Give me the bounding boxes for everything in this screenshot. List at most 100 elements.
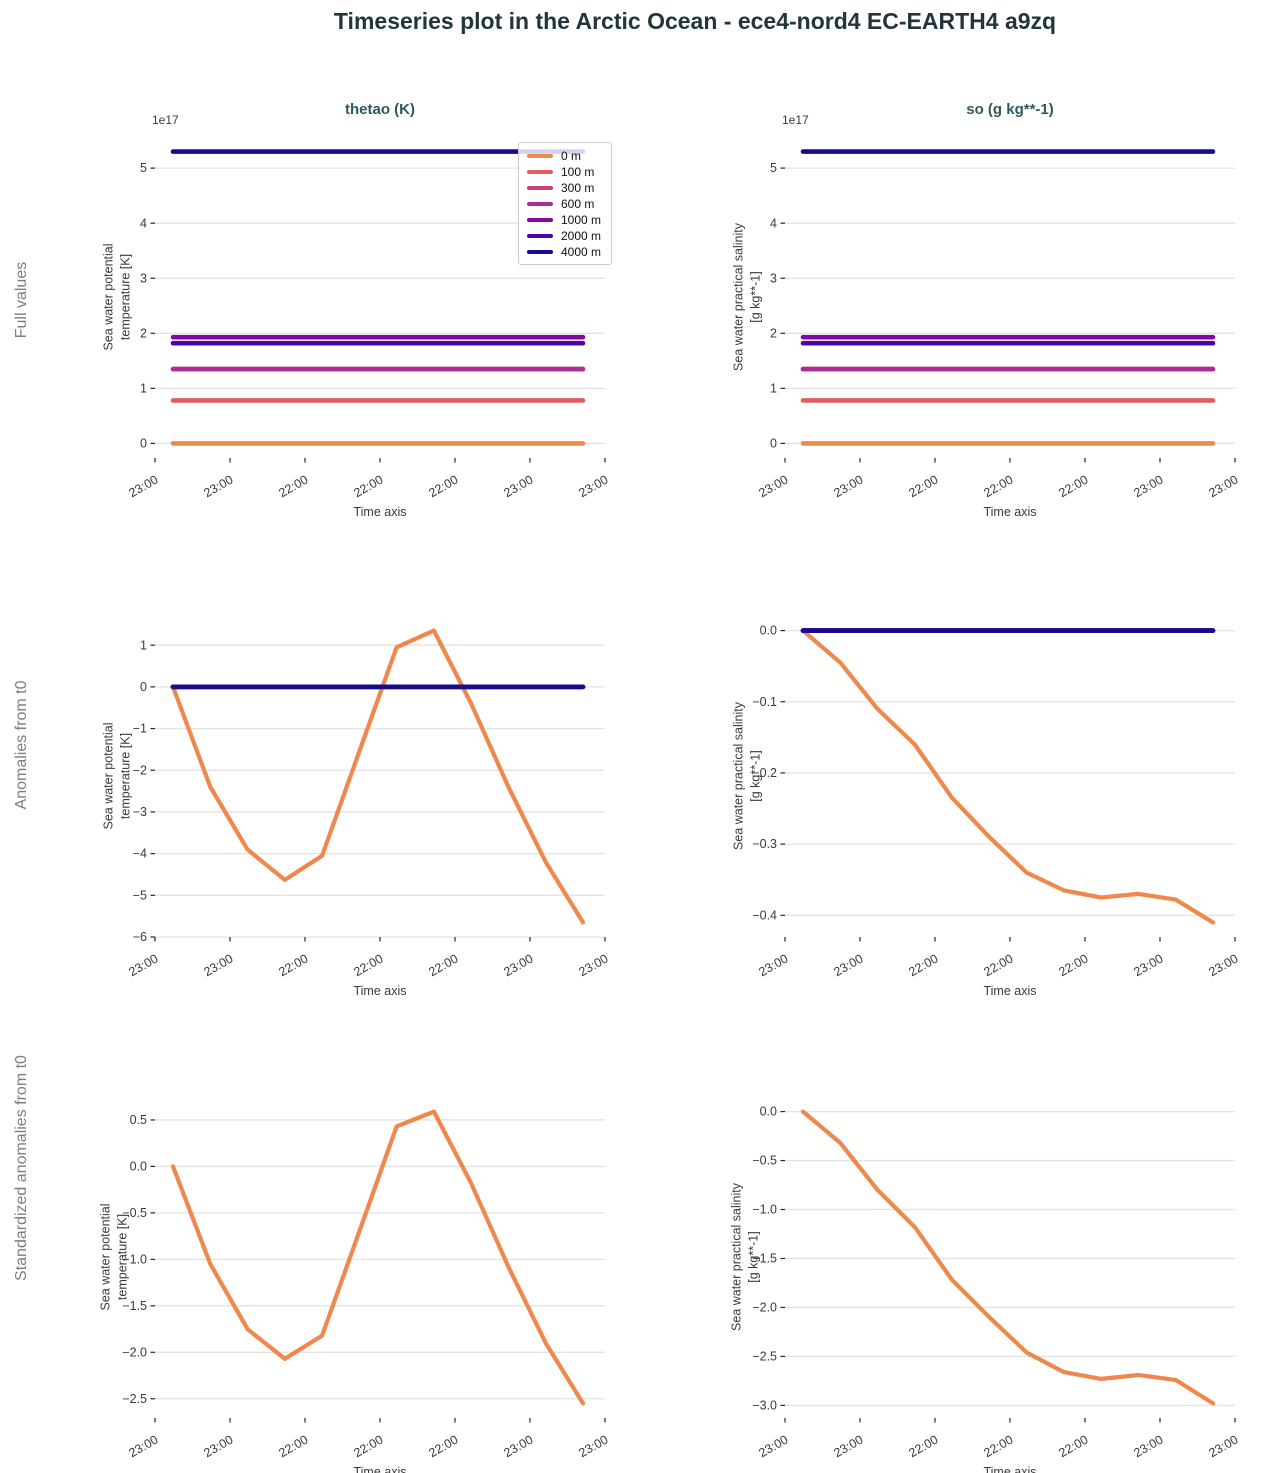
legend-item: 600 m [527,196,601,211]
x-tick-label: 22:00 [351,472,385,500]
y-tick-label: −2 [133,763,147,777]
y-tick-label: −1.5 [122,1299,147,1313]
x-tick-label: 23:00 [1131,951,1165,979]
y-tick-label: −0.5 [752,1154,777,1168]
column-title-thetao: thetao (K) [345,101,415,118]
x-axis-label: Time axis [983,1465,1036,1473]
y-tick-label: −0.5 [122,1206,147,1220]
legend-label: 1000 m [561,212,602,227]
y-tick-label: 0 [770,437,777,451]
x-tick-label: 22:00 [1056,1432,1090,1460]
x-tick-label: 23:00 [1206,1432,1240,1460]
y-tick-label: 0.5 [130,1113,147,1127]
row-label-standardized-anomalies: Standardized anomalies from t0 [13,1055,30,1281]
x-tick-label: 22:00 [276,1432,310,1460]
y-tick-label: 3 [140,271,147,285]
x-tick-label: 22:00 [426,472,460,500]
legend-label: 600 m [561,196,595,211]
y-tick-label: −5 [133,888,147,902]
legend-item: 4000 m [527,245,601,259]
x-tick-label: 23:00 [126,1432,160,1460]
x-tick-label: 23:00 [831,1432,865,1460]
legend-item: 100 m [527,164,601,179]
series-line-0m [170,1109,586,1406]
x-axis-label: Time axis [983,984,1036,998]
y-tick-label: −6 [133,930,147,944]
x-tick-label: 22:00 [981,951,1015,979]
x-tick-label: 23:00 [756,1432,790,1460]
y-tick-label: −3 [133,805,147,819]
y-tick-label: −2.0 [752,1301,777,1315]
x-tick-label: 23:00 [201,1432,235,1460]
legend-line-swatch [527,217,553,222]
legend-line-swatch [527,185,553,190]
y-tick-label: −0.3 [752,837,777,851]
series-line-0m [800,628,1216,925]
y-tick-label: 4 [770,216,777,230]
y-tick-label: −1 [133,722,147,736]
y-tick-label: −0.4 [752,908,777,922]
x-tick-label: 22:00 [906,472,940,500]
x-tick-label: 23:00 [1131,1432,1165,1460]
x-axis-label: Time axis [983,505,1036,519]
y-tick-label: 5 [770,161,777,175]
y-tick-label: 2 [770,326,777,340]
x-tick-label: 22:00 [981,1432,1015,1460]
page-title: Timeseries plot in the Arctic Ocean - ec… [333,8,1057,34]
y-tick-label: −2.5 [122,1392,147,1406]
x-tick-label: 23:00 [126,472,160,500]
x-tick-label: 23:00 [831,951,865,979]
column-title-so: so (g kg**-1) [966,101,1054,118]
legend-item: 2000 m [527,229,601,243]
x-tick-label: 22:00 [906,951,940,979]
x-tick-label: 22:00 [276,472,310,500]
legend-label: 300 m [561,180,595,195]
legend-line-swatch [527,153,553,158]
x-tick-label: 22:00 [351,1432,385,1460]
row-label-full-values: Full values [13,261,30,339]
y-axis-offset-label: 1e17 [152,113,179,127]
y-tick-label: 0.0 [760,624,777,638]
chart-anomaly-so: 0.0 −0.1 −0.2 −0.3 −0.4 23:00 23:00 22:00 22:00 2… [752,624,1240,998]
y-tick-label: −2.5 [752,1350,777,1364]
x-tick-label: 22:00 [906,1432,940,1460]
y-tick-label: 1 [140,638,147,652]
x-tick-label: 23:00 [501,472,535,500]
y-tick-label: 0 [140,437,147,451]
chart-anomaly-thetao: 1 0 −1 −2 −3 −4 −5 −6 23:00 23:00 22:00 22:00 22:00 2… [126,628,611,998]
legend-label: 100 m [561,164,595,179]
x-tick-label: 23:00 [501,1432,535,1460]
x-tick-label: 23:00 [576,951,610,979]
legend-line-swatch [527,233,553,238]
legend-line-swatch [527,201,553,206]
chart-standardized-thetao: 0.5 0.0 −0.5 −1.0 −1.5 −2.0 −2.5 23:00 23:00 22:0… [122,1109,611,1473]
x-tick-label: 23:00 [576,1432,610,1460]
legend-line-swatch [527,169,553,174]
y-tick-label: −2.0 [122,1345,147,1359]
y-tick-label: −0.2 [752,766,777,780]
legend-item: 300 m [527,180,601,195]
x-tick-label: 22:00 [426,951,460,979]
y-tick-label: 1 [770,381,777,395]
series-line-0m [170,628,586,925]
y-tick-label: −0.1 [752,695,777,709]
series-line-0m [800,1109,1216,1406]
x-tick-label: 23:00 [501,951,535,979]
x-tick-label: 23:00 [831,472,865,500]
x-tick-label: 23:00 [126,951,160,979]
x-axis-label: Time axis [353,1465,406,1473]
legend-label: 0 m [561,148,582,163]
x-tick-label: 23:00 [1206,472,1240,500]
legend: 0 m 100 m 300 m 600 m 1000 m 2000 m 4000 m [518,142,613,265]
x-tick-label: 23:00 [201,951,235,979]
y-tick-label: −4 [133,847,147,861]
chart-standardized-so: 0.0 −0.5 −1.0 −1.5 −2.0 −2.5 −3.0 23:00 23:00 22:… [752,1105,1240,1473]
legend-item: 0 m [527,148,601,163]
x-axis-label: Time axis [353,984,406,998]
y-tick-label: −1.0 [752,1203,777,1217]
y-tick-label: 4 [140,216,147,230]
x-tick-label: 22:00 [1056,472,1090,500]
y-tick-label: 0.0 [760,1105,777,1119]
x-tick-label: 23:00 [1131,472,1165,500]
